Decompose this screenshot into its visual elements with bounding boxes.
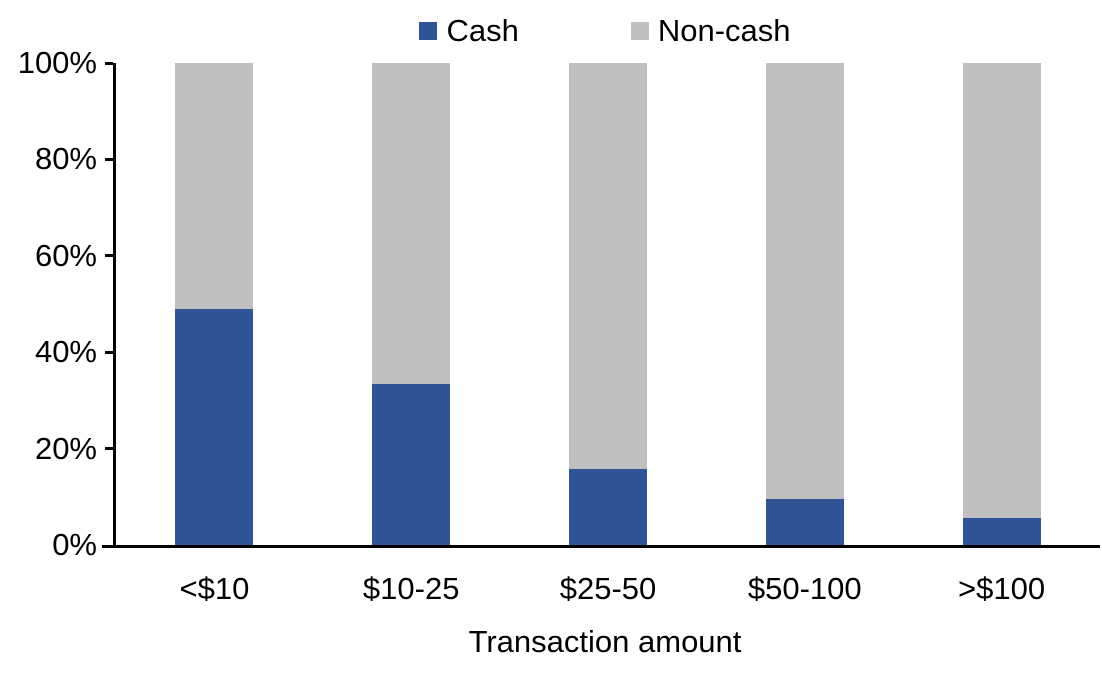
legend-label-cash: Cash xyxy=(446,13,519,48)
bars-container xyxy=(116,63,1100,545)
cash-segment xyxy=(372,383,451,545)
y-axis-tick-label: 60% xyxy=(34,237,97,273)
bar-slot xyxy=(510,63,707,545)
y-axis-tick-mark xyxy=(105,61,113,65)
y-axis-tick-label: 100% xyxy=(17,45,97,80)
noncash-segment xyxy=(962,63,1041,519)
x-axis-line xyxy=(102,545,116,548)
cash-segment xyxy=(175,308,254,545)
y-axis-tick-label: 0% xyxy=(52,527,97,562)
legend-label-noncash: Non-cash xyxy=(657,13,791,48)
x-axis-tick-label: >$100 xyxy=(958,571,1046,606)
x-axis-tick-label: $10-25 xyxy=(362,571,460,606)
cash-segment xyxy=(568,469,647,545)
x-axis-title: Transaction amount xyxy=(468,624,742,659)
y-axis-tick-mark xyxy=(105,350,113,354)
x-axis-tick-label: $25-50 xyxy=(559,571,657,606)
noncash-swatch-icon xyxy=(630,22,649,40)
legend: Cash Non-cash xyxy=(113,10,1097,52)
bar-slot xyxy=(116,63,313,545)
cash-swatch-icon xyxy=(419,22,438,40)
noncash-segment xyxy=(372,63,451,384)
stacked-bar xyxy=(568,63,647,545)
bar-slot xyxy=(706,63,903,545)
x-axis-tick-label: $50-100 xyxy=(747,571,862,606)
cash-segment xyxy=(765,498,844,545)
stacked-bar xyxy=(372,63,451,545)
y-axis-tick-mark xyxy=(105,157,113,161)
bar-slot xyxy=(313,63,510,545)
y-axis-tick-label: 20% xyxy=(34,430,97,466)
x-axis-tick-label: <$10 xyxy=(179,571,250,606)
legend-item-noncash: Non-cash xyxy=(630,10,791,52)
noncash-segment xyxy=(765,63,844,499)
cash-segment xyxy=(962,518,1041,545)
y-axis-tick-label: 40% xyxy=(34,334,97,370)
stacked-bar xyxy=(175,63,254,545)
bar-slot xyxy=(903,63,1100,545)
noncash-segment xyxy=(568,63,647,470)
y-axis-tick-mark xyxy=(105,447,113,451)
legend-item-cash: Cash xyxy=(419,10,519,52)
plot-area xyxy=(102,61,1100,548)
y-axis-tick-label: 80% xyxy=(34,141,97,177)
stacked-bar xyxy=(765,63,844,545)
stacked-bar xyxy=(962,63,1041,545)
noncash-segment xyxy=(175,63,254,309)
y-axis-tick-mark xyxy=(105,254,113,258)
